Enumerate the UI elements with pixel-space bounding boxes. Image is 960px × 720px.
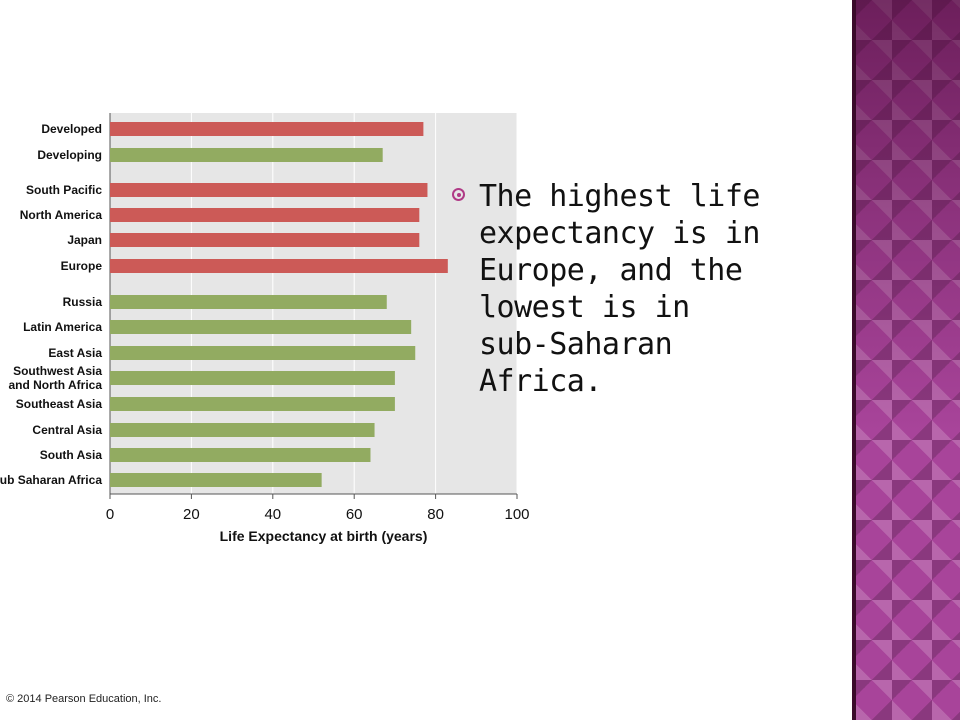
category-label: Russia xyxy=(63,295,103,309)
x-tick-label: 40 xyxy=(264,506,281,523)
bullet-point: The highest life expectancy is in Europe… xyxy=(452,178,772,400)
bar-russia xyxy=(110,295,387,309)
bar-north-america xyxy=(110,208,420,222)
bar-europe xyxy=(110,259,448,273)
bar-developing xyxy=(110,148,383,162)
bar-latin-america xyxy=(110,320,412,334)
x-tick-label: 100 xyxy=(504,506,529,523)
category-label: Southeast Asia xyxy=(16,397,103,411)
decorative-side-panel xyxy=(852,0,960,720)
category-label: South Pacific xyxy=(26,183,102,197)
bar-developed xyxy=(110,122,424,136)
bar-south-pacific xyxy=(110,183,428,197)
x-tick-label: 80 xyxy=(427,506,444,523)
bar-sub-saharan-africa xyxy=(110,473,322,487)
category-label: Developed xyxy=(41,122,102,136)
bullet-text: The highest life expectancy is in Europe… xyxy=(479,179,760,399)
category-label: Europe xyxy=(61,259,103,273)
life-expectancy-chart: 0 20 40 60 80 100 Developed Developing South Pac… xyxy=(0,113,530,544)
x-tick-label: 0 xyxy=(106,506,114,523)
category-label: Central Asia xyxy=(32,423,102,437)
category-label: South Asia xyxy=(40,448,103,462)
category-label: Japan xyxy=(67,233,102,247)
category-label: Developing xyxy=(37,148,102,162)
target-bullet-icon xyxy=(452,188,465,201)
bar-east-asia xyxy=(110,346,416,360)
x-tick-label: 20 xyxy=(183,506,200,523)
category-label: Sub Saharan Africa xyxy=(0,473,102,487)
bar-central-asia xyxy=(110,423,375,437)
bar-japan xyxy=(110,233,420,247)
category-label: Southwest Asia and North Africa xyxy=(8,364,102,392)
category-label: North America xyxy=(20,208,103,222)
bar-southeast-asia xyxy=(110,397,395,411)
category-label: Latin America xyxy=(23,320,102,334)
copyright-notice: © 2014 Pearson Education, Inc. xyxy=(6,693,162,705)
category-label: East Asia xyxy=(48,346,102,360)
decorative-panel-edge xyxy=(852,0,856,720)
x-axis-title: Life Expectancy at birth (years) xyxy=(220,528,428,544)
bar-south-asia xyxy=(110,448,371,462)
bar-southwest-asia-and-north-africa xyxy=(110,371,395,385)
x-tick-label: 60 xyxy=(346,506,363,523)
